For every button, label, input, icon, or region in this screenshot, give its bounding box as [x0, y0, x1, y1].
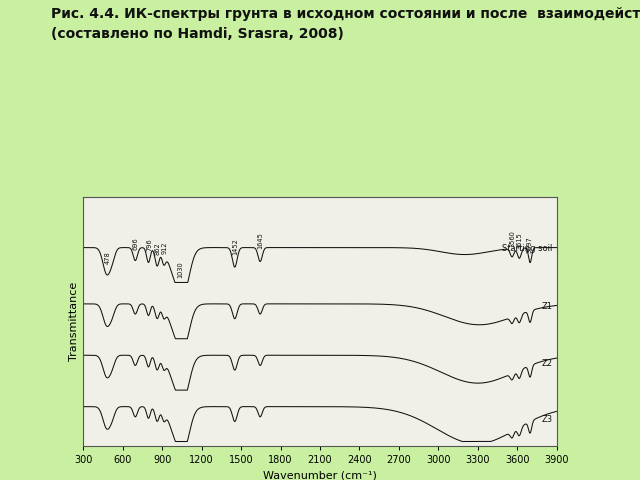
Text: 3615: 3615	[516, 232, 522, 249]
Text: Z2: Z2	[542, 359, 553, 368]
Text: 3560: 3560	[509, 230, 515, 247]
X-axis label: Wavenumber (cm⁻¹): Wavenumber (cm⁻¹)	[263, 471, 377, 480]
Text: Z3: Z3	[541, 415, 553, 424]
Text: 1452: 1452	[232, 238, 238, 255]
Text: 1645: 1645	[258, 232, 264, 249]
Text: 1030: 1030	[177, 261, 183, 277]
Text: 796: 796	[146, 239, 152, 252]
Text: 3697: 3697	[527, 236, 532, 253]
Text: Рис. 4.4. ИК-спектры грунта в исходном состоянии и после  взаимодействия с раств: Рис. 4.4. ИК-спектры грунта в исходном с…	[51, 7, 640, 41]
Text: Z1: Z1	[542, 302, 553, 312]
Y-axis label: Transmittance: Transmittance	[69, 282, 79, 361]
Text: 696: 696	[133, 237, 139, 250]
Text: Starting soil: Starting soil	[502, 244, 553, 252]
Text: 912: 912	[161, 241, 168, 254]
Text: 862: 862	[155, 242, 161, 255]
Text: 478: 478	[105, 251, 111, 264]
